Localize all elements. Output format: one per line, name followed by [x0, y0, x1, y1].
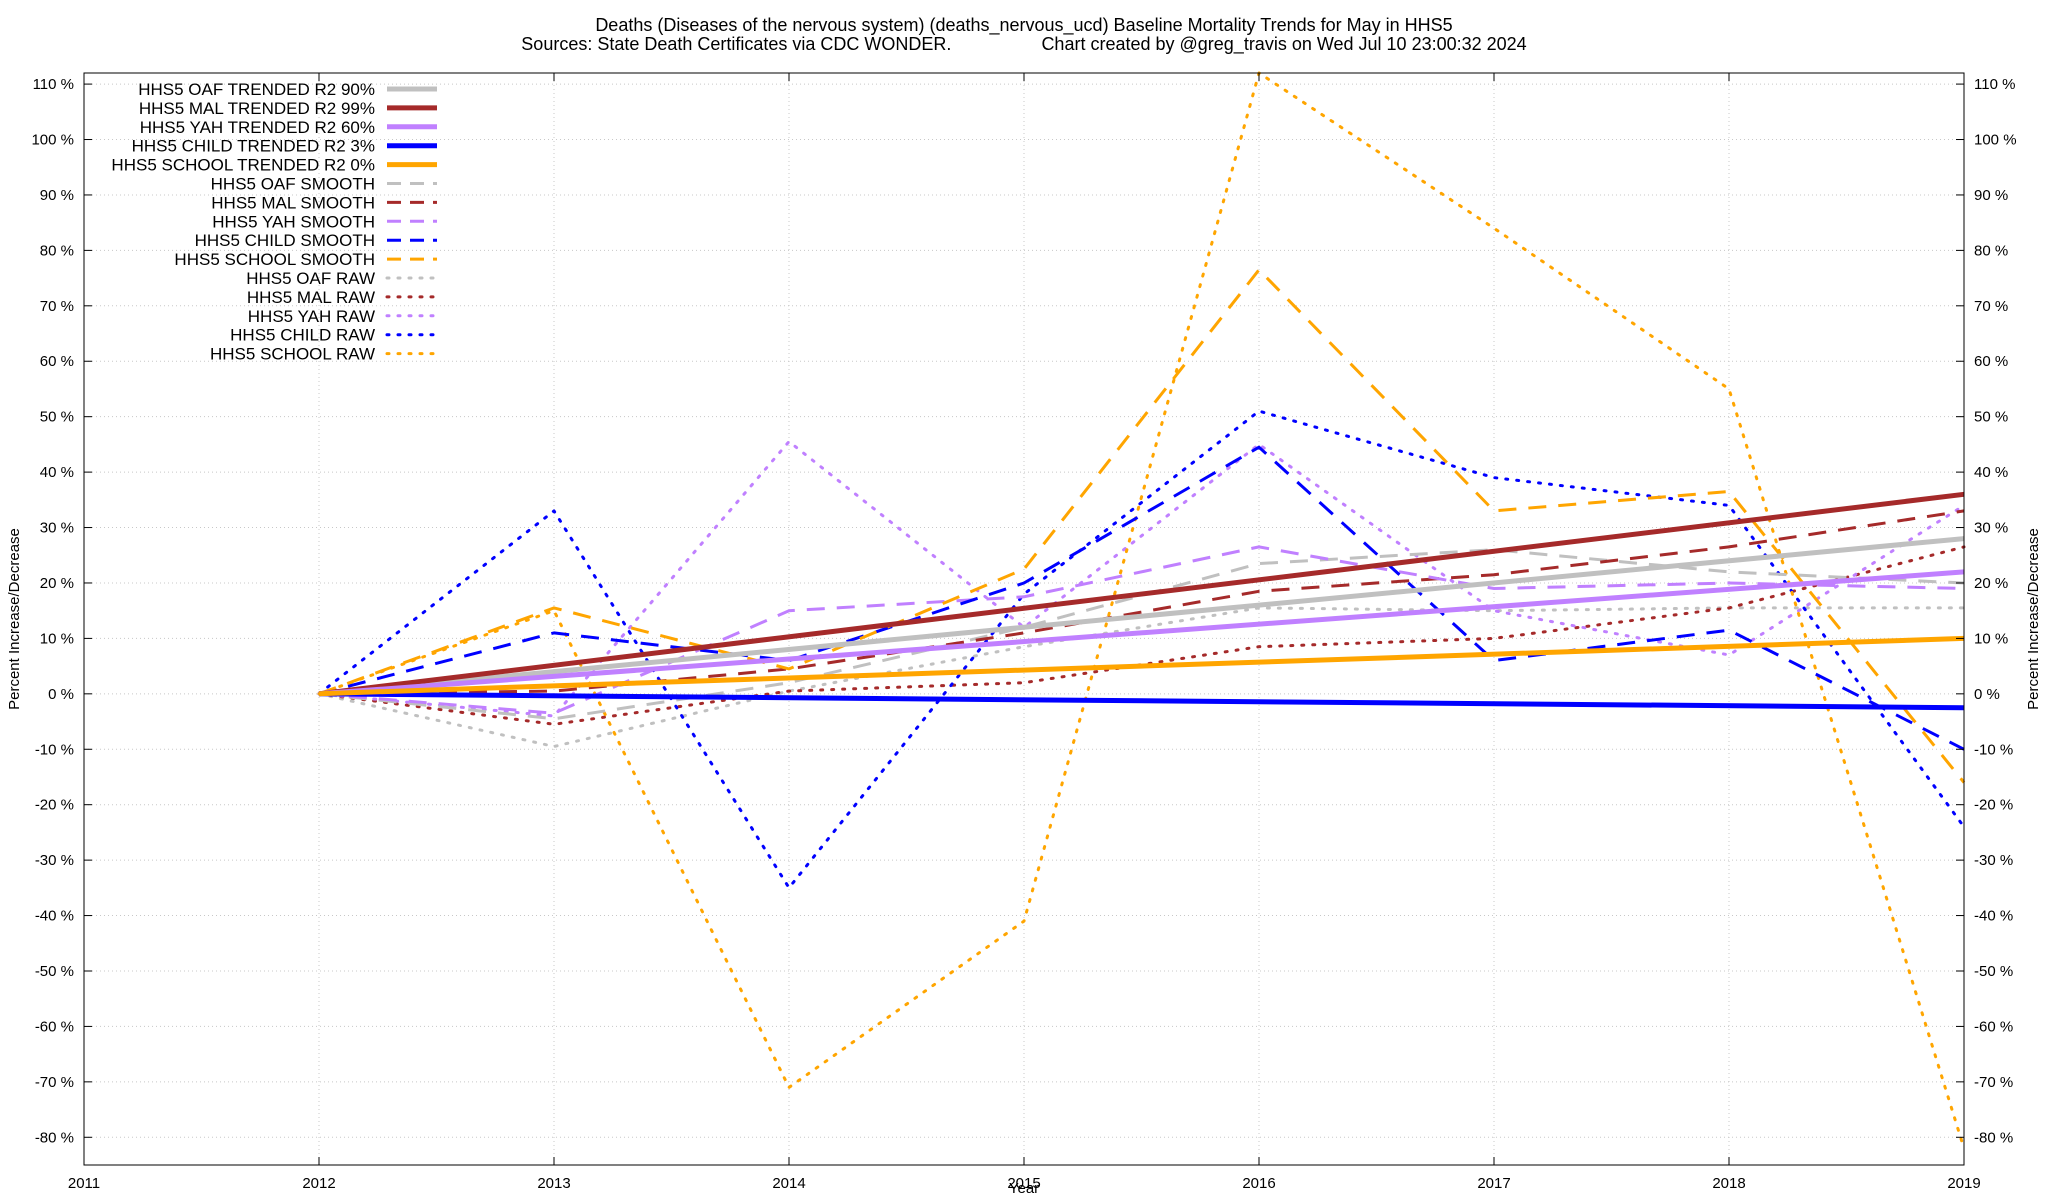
axes: 2011 2012 2013 2014 2015 2016 2017 2018 2019 110 …	[31, 73, 2017, 1192]
legend-label: HHS5 MAL SMOOTH	[211, 193, 375, 212]
series-line-6	[318, 509, 1965, 696]
y-tick-label: 100 %	[31, 132, 74, 149]
y-tick-label-right: -50 %	[1974, 963, 2013, 980]
y-tick-label: -70 %	[35, 1074, 74, 1091]
chart-subtitle: Sources: State Death Certificates via CD…	[0, 34, 2048, 55]
series-line-1	[318, 491, 1965, 697]
y-axis-label-right: Percent Increase/Decrease	[2025, 528, 2042, 710]
legend-label: HHS5 CHILD RAW	[230, 326, 375, 345]
legend-label: HHS5 SCHOOL SMOOTH	[174, 250, 375, 269]
y-tick-label: -40 %	[35, 908, 74, 925]
y-tick-label-right: -70 %	[1974, 1074, 2013, 1091]
y-tick-label: -80 %	[35, 1129, 74, 1146]
y-tick-label: 40 %	[40, 464, 74, 481]
y-tick-label: 110 %	[33, 76, 74, 93]
x-tick-label: 2016	[1242, 1175, 1275, 1192]
series-line-8	[318, 445, 1965, 751]
y-tick-label-right: -60 %	[1974, 1018, 2013, 1035]
x-tick-label: 2018	[1712, 1175, 1745, 1192]
y-tick-label: 70 %	[40, 298, 74, 315]
y-tick-label-right: 60 %	[1974, 353, 2008, 370]
legend: HHS5 OAF TRENDED R2 90%HHS5 MAL TRENDED …	[111, 80, 439, 364]
y-tick-label-right: 10 %	[1974, 630, 2008, 647]
y-tick-label: 10 %	[40, 630, 74, 647]
chart-credit: Chart created by @greg_travis on Wed Jul…	[1041, 34, 1527, 54]
y-tick-label-right: 90 %	[1974, 187, 2008, 204]
y-tick-label-right: 70 %	[1974, 298, 2008, 315]
y-tick-label-right: 0 %	[1974, 686, 2000, 703]
y-tick-label-right: 30 %	[1974, 520, 2008, 537]
y-tick-label: 90 %	[40, 187, 74, 204]
y-tick-label-right: 100 %	[1974, 132, 2017, 149]
series-line-0	[318, 536, 1965, 697]
chart-title: Deaths (Diseases of the nervous system) …	[595, 15, 1453, 35]
x-tick-label: 2014	[772, 1175, 805, 1192]
x-tick-label: 2017	[1477, 1175, 1510, 1192]
legend-label: HHS5 YAH TRENDED R2 60%	[140, 118, 375, 137]
series-line-2	[318, 569, 1965, 697]
y-tick-label-right: -40 %	[1974, 908, 2013, 925]
y-axis-label: Percent Increase/Decrease	[6, 528, 23, 710]
x-tick-label: 2012	[302, 1175, 335, 1192]
y-tick-label: 30 %	[40, 520, 74, 537]
y-tick-label-right: 40 %	[1974, 464, 2008, 481]
legend-label: HHS5 MAL TRENDED R2 99%	[139, 99, 375, 118]
y-tick-label-right: -20 %	[1974, 797, 2013, 814]
x-tick-label: 2019	[1947, 1175, 1980, 1192]
x-tick-label: 2015	[1007, 1175, 1040, 1192]
series-line-9	[318, 268, 1966, 784]
series-line-5	[318, 548, 1965, 721]
grid	[83, 73, 1965, 1165]
y-tick-label-right: 20 %	[1974, 575, 2008, 592]
series-line-3	[318, 691, 1965, 711]
legend-label: HHS5 YAH RAW	[248, 307, 375, 326]
x-axis-label: Year	[1009, 1180, 1039, 1197]
legend-label: HHS5 SCHOOL RAW	[210, 345, 375, 364]
legend-label: HHS5 CHILD TRENDED R2 3%	[132, 137, 375, 156]
legend-label: HHS5 OAF SMOOTH	[211, 175, 375, 194]
legend-label: HHS5 MAL RAW	[247, 288, 375, 307]
y-tick-label: 80 %	[40, 242, 74, 259]
series-line-14	[317, 71, 1966, 1150]
legend-label: HHS5 SCHOOL TRENDED R2 0%	[111, 156, 375, 175]
y-tick-label-right: 110 %	[1974, 76, 2015, 93]
y-tick-label-right: -80 %	[1974, 1129, 2013, 1146]
y-tick-label: -50 %	[35, 963, 74, 980]
y-tick-label: 0 %	[48, 686, 74, 703]
x-tick-label: 2013	[537, 1175, 570, 1192]
y-tick-label: -20 %	[35, 797, 74, 814]
y-tick-label: -10 %	[35, 741, 74, 758]
x-tick-label: 2011	[68, 1175, 100, 1192]
y-tick-label: 50 %	[40, 409, 74, 426]
y-tick-label: -30 %	[35, 852, 74, 869]
legend-label: HHS5 CHILD SMOOTH	[195, 231, 375, 250]
legend-label: HHS5 YAH SMOOTH	[212, 212, 375, 231]
chart-sources: Sources: State Death Certificates via CD…	[521, 34, 952, 54]
series-layer	[317, 71, 1966, 1150]
series-line-13	[317, 409, 1966, 890]
legend-label: HHS5 OAF RAW	[246, 269, 375, 288]
y-tick-label-right: 50 %	[1974, 409, 2008, 426]
y-tick-label: 60 %	[40, 353, 74, 370]
y-tick-label-right: 80 %	[1974, 242, 2008, 259]
y-tick-label: -60 %	[35, 1018, 74, 1035]
legend-label: HHS5 OAF TRENDED R2 90%	[138, 80, 375, 99]
y-tick-label-right: -10 %	[1974, 741, 2013, 758]
series-line-4	[318, 635, 1965, 697]
y-tick-label-right: -30 %	[1974, 852, 2013, 869]
y-tick-label: 20 %	[40, 575, 74, 592]
